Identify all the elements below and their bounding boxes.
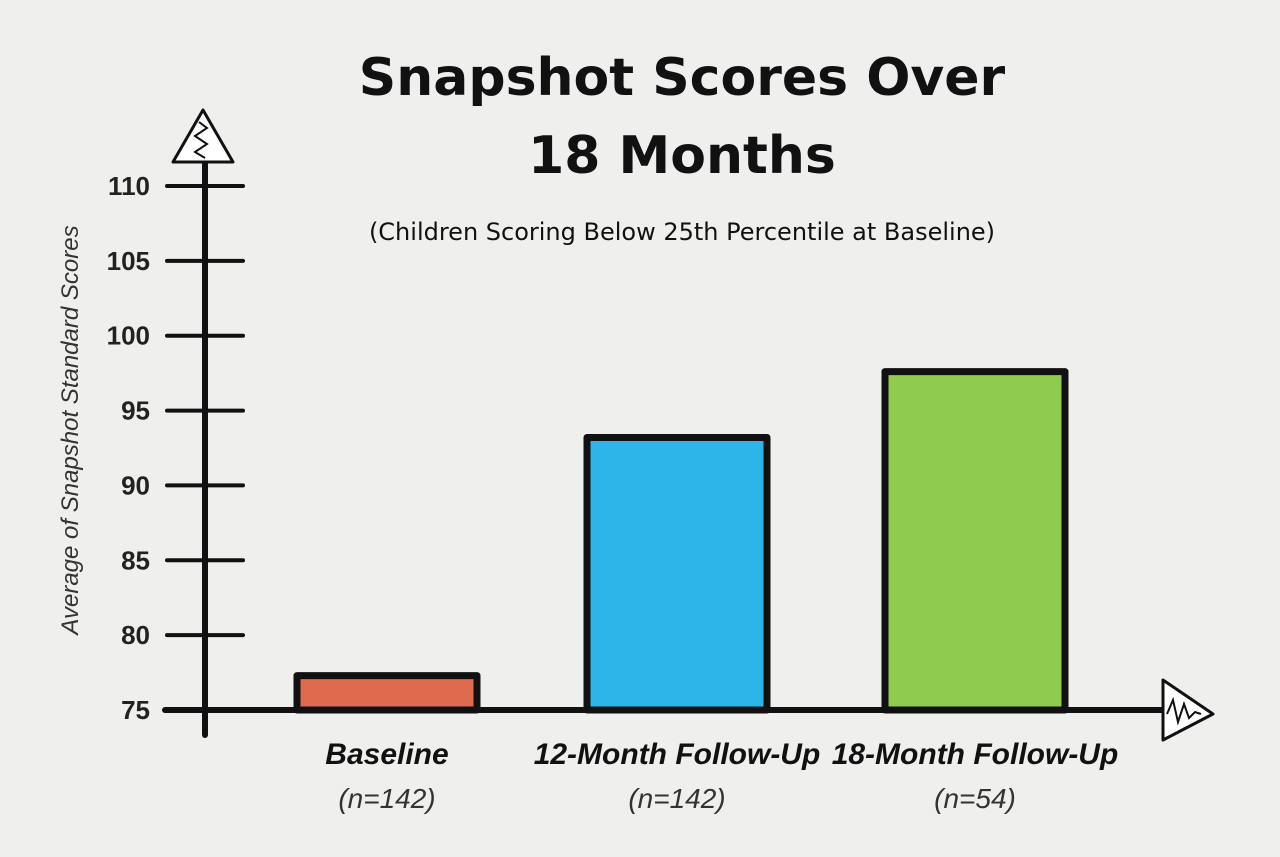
bar bbox=[583, 434, 771, 714]
x-category-sublabel: (n=142) bbox=[628, 783, 725, 814]
labels: 75 80 85 90 95 100 105 110 Baseline (n=142) 12-Mon… bbox=[107, 171, 1119, 814]
x-category-sublabel: (n=54) bbox=[934, 783, 1016, 814]
x-category-label: Baseline bbox=[325, 738, 448, 771]
y-axis-label: Average of Snapshot Standard Scores bbox=[57, 225, 84, 636]
y-tick-label: 105 bbox=[107, 246, 150, 276]
y-axis-arrow-icon bbox=[171, 108, 235, 164]
y-tick-label: 80 bbox=[121, 620, 150, 650]
bar bbox=[881, 368, 1069, 714]
y-tick-label: 85 bbox=[121, 545, 150, 575]
bar bbox=[293, 672, 481, 714]
x-category-sublabel: (n=142) bbox=[338, 783, 435, 814]
y-axis-arrow-squiggle-icon bbox=[193, 121, 209, 159]
bars bbox=[293, 368, 1069, 714]
x-category-label: 18-Month Follow-Up bbox=[832, 738, 1119, 771]
x-axis-arrow-icon bbox=[1161, 678, 1215, 742]
y-tick-label: 95 bbox=[121, 396, 150, 426]
chart-subtitle: (Children Scoring Below 25th Percentile … bbox=[369, 218, 995, 246]
x-category-label: 12-Month Follow-Up bbox=[534, 738, 821, 771]
y-tick-label: 110 bbox=[108, 171, 150, 201]
y-tick-label: 75 bbox=[121, 695, 150, 725]
chart-title-line-2: 18 Months bbox=[528, 126, 836, 186]
x-axis-arrow-squiggle-icon bbox=[1166, 696, 1202, 726]
chart-title-line-1: Snapshot Scores Over bbox=[359, 48, 1006, 108]
y-tick-label: 90 bbox=[121, 470, 150, 500]
y-tick-label: 100 bbox=[107, 321, 150, 351]
